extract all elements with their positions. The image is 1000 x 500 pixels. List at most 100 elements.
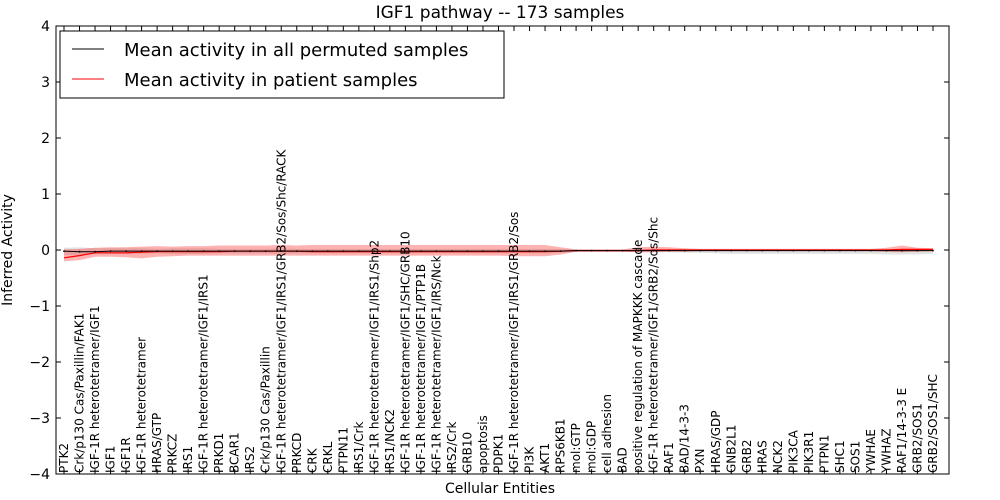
point-series-0 (637, 249, 640, 252)
point-series-0 (280, 250, 283, 253)
x-tick-label: IGF1 (104, 446, 118, 473)
x-tick-label: HRAS/GDP (709, 410, 723, 473)
point-series-0 (699, 249, 702, 252)
x-tick-label: PIK3CA (786, 429, 800, 473)
point-series-0 (156, 250, 159, 253)
point-series-0 (683, 249, 686, 252)
x-tick-label: IGF-1R heterotetramer/IGF1/SHC/GRB10 (398, 231, 412, 473)
point-series-0 (233, 250, 236, 253)
y-tick-label: 2 (41, 131, 50, 147)
x-tick-label: IGF-1R heterotetramer/IGF1/IRS1/GRB2/Sos… (274, 148, 288, 473)
series-lines (63, 248, 934, 259)
x-tick-label: cell adhesion (600, 394, 614, 473)
x-tick-label: mol:GTP (569, 423, 583, 473)
y-tick-label: 3 (41, 75, 50, 91)
confidence-bands (64, 245, 933, 262)
point-series-0 (621, 249, 624, 252)
x-tick-label: PI3K (523, 446, 537, 473)
point-series-0 (140, 250, 143, 253)
point-series-0 (342, 250, 345, 253)
x-tick-label: Crk/p130 Cas/Paxillin/FAK1 (73, 313, 87, 473)
x-tick-label: PIK3R1 (802, 431, 816, 473)
x-tick-label: YWHAZ (879, 428, 893, 474)
x-tick-label: SHC1 (833, 440, 847, 473)
legend-label-permuted: Mean activity in all permuted samples (124, 40, 468, 61)
point-series-0 (420, 250, 422, 253)
point-series-0 (482, 250, 484, 253)
x-tick-label: CRKL (321, 441, 335, 473)
point-series-0 (326, 250, 329, 253)
x-tick-label: IGF-1R heterotetramer/IGF1/PTP1B (414, 264, 428, 473)
y-tick-label: 0 (41, 243, 50, 259)
point-series-0 (357, 250, 360, 253)
x-tick-label: PRKCZ (166, 434, 180, 473)
point-series-0 (466, 250, 469, 253)
point-series-0 (109, 250, 112, 253)
x-tick-label: IGF-1R heterotetramer/IGF1/IRS/Nck (429, 255, 443, 473)
point-series-0 (63, 250, 65, 253)
x-tick-label: positive regulation of MAPKKK cascade (631, 240, 645, 473)
x-tick-label: IGF-1R heterotetramer/IGF1/IRS1/Shp2 (367, 240, 381, 473)
point-series-0 (916, 249, 919, 252)
x-tick-label: PTPN1 (817, 435, 831, 473)
point-series-0 (451, 250, 453, 253)
x-tick-label: HRAS/GTP (150, 413, 164, 473)
x-tick-label: mol:GDP (585, 421, 599, 473)
chart-title: IGF1 pathway -- 173 samples (376, 3, 625, 23)
x-tick-label: CRK (305, 447, 319, 473)
x-tick-label: IGF-1R heterotetramer (135, 337, 149, 473)
point-series-0 (497, 250, 500, 253)
x-tick-label: RAF1 (662, 442, 676, 473)
legend[interactable]: Mean activity in all permuted samples Me… (59, 30, 505, 99)
x-tick-label: Crk/p130 Cas/Paxillin (259, 346, 273, 473)
point-series-0 (559, 250, 562, 253)
x-tick-label: GRB2/SOS1/SHC (926, 374, 940, 473)
point-series-0 (404, 250, 407, 253)
y-axis-title: Inferred Activity (0, 194, 16, 306)
x-tick-label: IGF-1R heterotetramer/IGF1 (88, 306, 102, 473)
x-tick-label: RAF1/14-3-3 E (895, 388, 909, 473)
x-tick-label: NCK2 (771, 440, 785, 473)
x-tick-label: IRS1/Crk (352, 422, 366, 473)
point-series-0 (249, 250, 252, 253)
x-axis-ticks: PTK2 Crk/p130 Cas/Paxillin/FAK1 IGF-1R het… (57, 26, 940, 474)
point-series-0 (808, 249, 810, 252)
x-tick-label: PRKCD (290, 433, 304, 473)
point-series-0 (528, 250, 531, 253)
y-tick-label: 4 (41, 19, 50, 35)
x-tick-label: PDPK1 (492, 434, 506, 473)
point-series-0 (730, 249, 733, 252)
point-series-0 (839, 249, 841, 252)
x-tick-label: YWHAE (864, 429, 878, 474)
x-tick-label: apoptosis (476, 415, 490, 473)
y-tick-label: −2 (29, 355, 50, 371)
point-series-0 (575, 249, 577, 252)
x-tick-label: IGF-1R heterotetramer/IGF1/IRS1/GRB2/Sos (507, 212, 521, 473)
point-series-0 (389, 250, 391, 253)
point-series-0 (668, 249, 671, 252)
x-tick-label: PXN (693, 449, 707, 473)
x-tick-label: IGF1R (119, 437, 133, 473)
point-series-0 (187, 250, 190, 253)
point-series-0 (513, 250, 515, 253)
x-tick-label: IRS1 (181, 446, 195, 473)
x-tick-label: IRS2/Crk (445, 422, 459, 473)
point-series-0 (854, 249, 857, 252)
point-series-0 (745, 249, 748, 252)
legend-label-patient: Mean activity in patient samples (124, 70, 418, 91)
x-tick-label: PRKD1 (212, 433, 226, 473)
y-tick-label: −1 (29, 299, 50, 315)
point-series-0 (932, 249, 934, 252)
y-tick-label: 1 (41, 187, 50, 203)
point-series-0 (435, 250, 438, 253)
point-series-0 (544, 250, 546, 253)
x-tick-label: IGF-1R heterotetramer/IGF1/GRB2/Sos/Shc (647, 217, 661, 473)
band-series-1 (64, 245, 933, 262)
x-tick-label: AKT1 (538, 443, 552, 473)
point-series-0 (792, 249, 795, 252)
x-tick-label: IRS2 (243, 446, 257, 473)
point-series-0 (776, 249, 779, 252)
point-series-0 (311, 250, 314, 253)
x-tick-label: GRB2 (740, 439, 754, 473)
